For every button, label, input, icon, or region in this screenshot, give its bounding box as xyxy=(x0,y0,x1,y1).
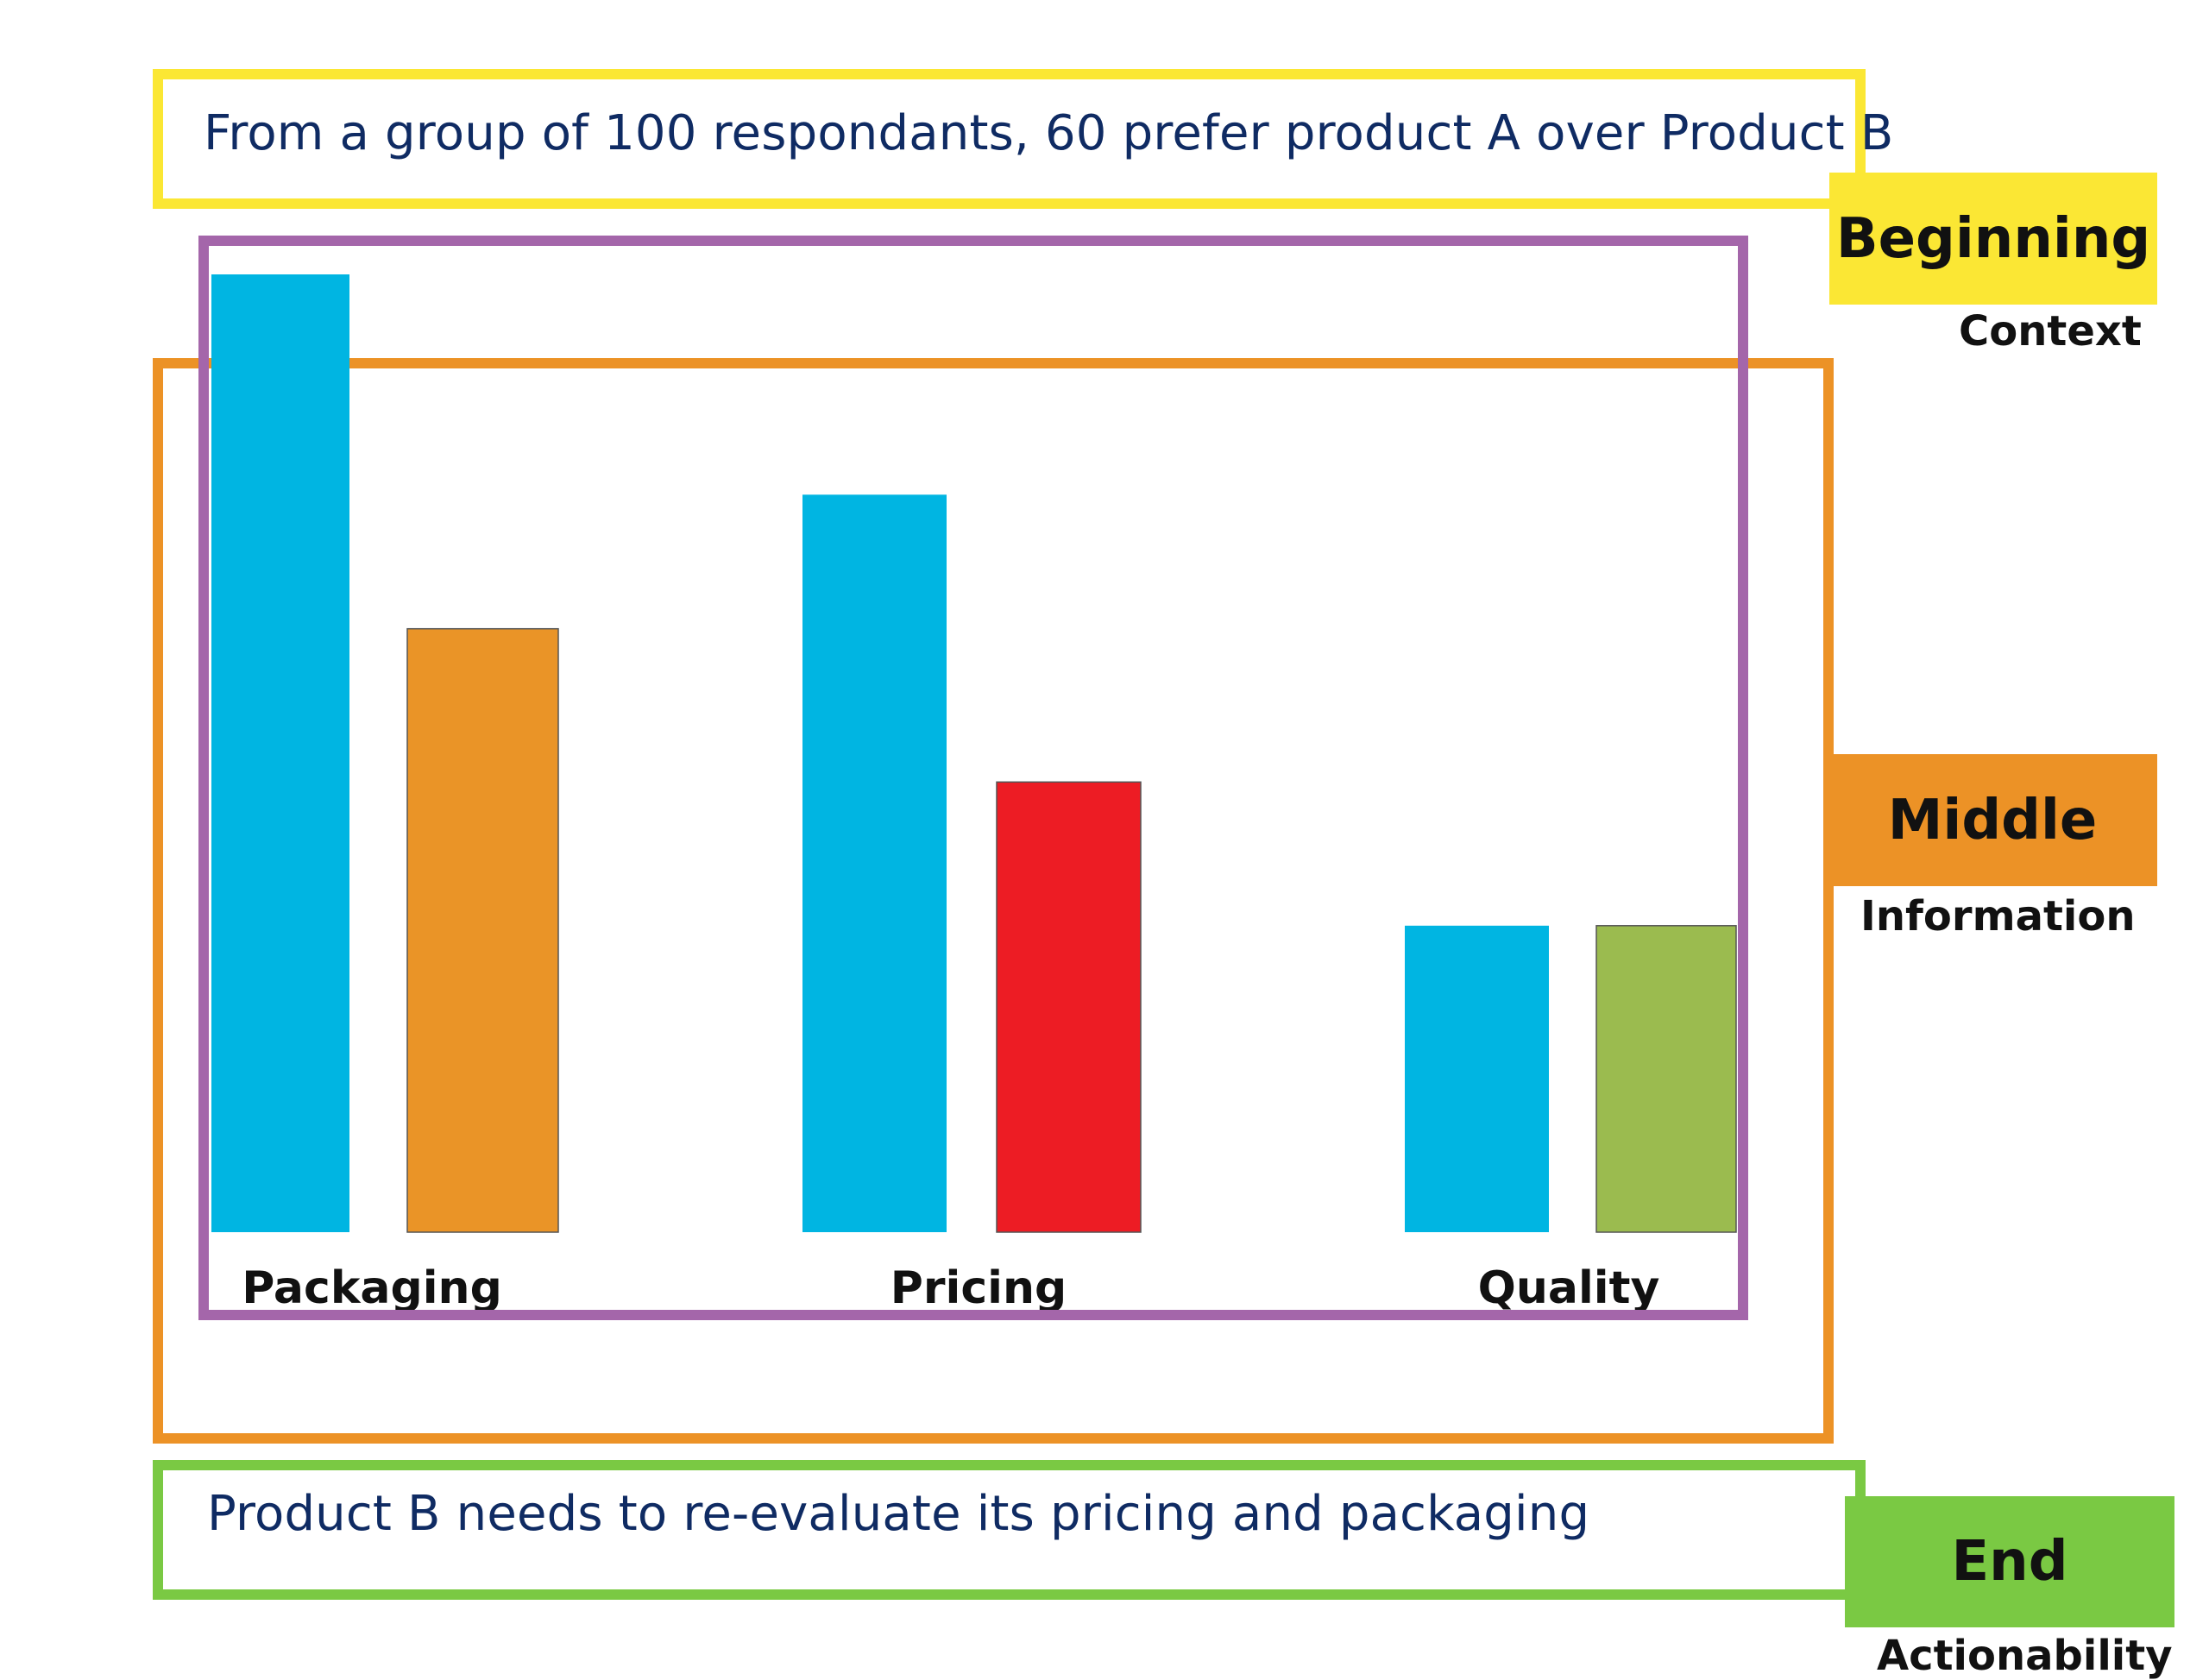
chart-frame xyxy=(198,236,1748,1320)
beginning-badge: Beginning xyxy=(1829,173,2157,305)
category-label-pricing: Pricing xyxy=(891,1262,1067,1314)
context-label: Context xyxy=(1959,307,2142,356)
end-frame xyxy=(153,1460,1866,1600)
bar-pricing-product-a xyxy=(802,494,947,1232)
middle-badge: Middle xyxy=(1828,754,2157,886)
bar-pricing-product-b xyxy=(996,781,1142,1233)
actionability-label: Actionability xyxy=(1877,1632,2173,1680)
bars-layer xyxy=(211,274,1737,1233)
end-badge: End xyxy=(1845,1496,2174,1627)
bar-packaging-product-b xyxy=(406,627,559,1233)
bar-quality-product-a xyxy=(1405,925,1549,1232)
context-statement: From a group of 100 respondants, 60 pref… xyxy=(204,105,1894,161)
information-label: Information xyxy=(1860,892,2136,941)
middle-frame xyxy=(153,358,1834,1444)
category-label-quality: Quality xyxy=(1478,1262,1660,1314)
category-label-packaging: Packaging xyxy=(242,1262,502,1314)
bar-quality-product-b xyxy=(1595,925,1737,1233)
beginning-frame xyxy=(153,69,1866,209)
bar-packaging-product-a xyxy=(211,274,349,1232)
category-labels: Packaging Pricing Quality xyxy=(242,1262,1659,1314)
action-statement: Product B needs to re-evaluate its prici… xyxy=(207,1486,1590,1542)
